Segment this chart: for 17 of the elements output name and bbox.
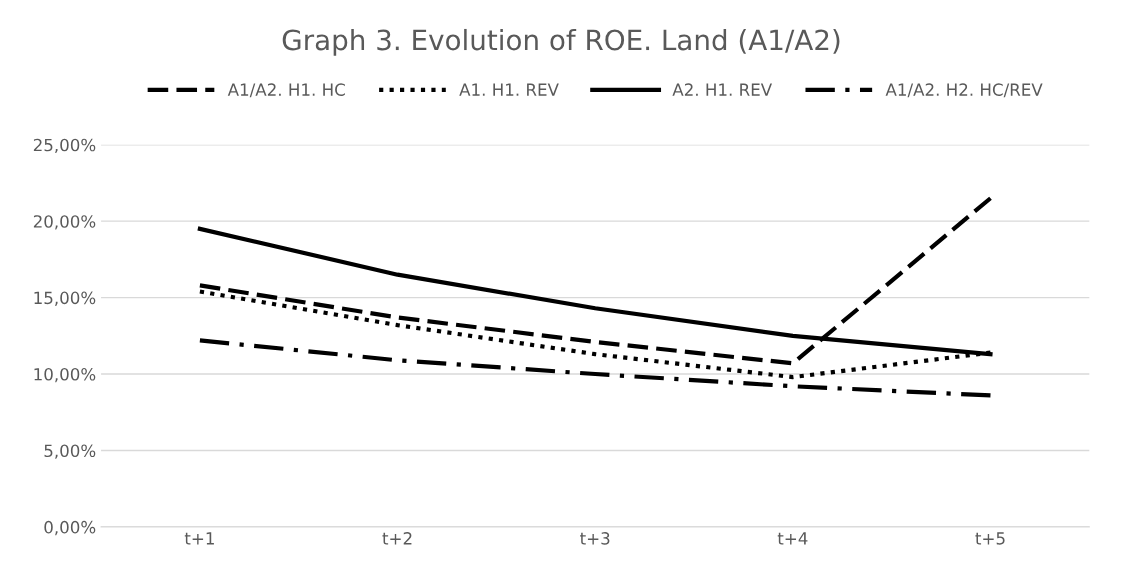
x-tick-label: t+1 [184,532,214,545]
chart-title: Graph 3. Evolution of ROE. Land (A1/A2) [282,28,840,56]
x-tick-label: t+5 [975,532,1005,545]
y-tick-label: 20,00% [33,215,96,230]
legend-label: A2. H1. REV [672,83,772,96]
legend-label: A1/A2. H2. HC/REV [885,83,1043,98]
x-tick-label: t+4 [777,532,808,545]
y-tick-label: 10,00% [34,368,96,383]
y-tick-label: 15,00% [34,291,96,306]
y-tick-label: 0,00% [44,520,96,536]
legend-label: A1/A2. H1. HC [227,83,345,98]
x-tick-label: t+2 [382,532,412,545]
y-tick-label: 5,00% [44,444,96,459]
line-series [197,338,993,398]
x-tick-label: t+3 [580,532,610,545]
legend-label: A1. H1. REV [459,83,559,96]
y-tick-label: 25,00% [33,138,96,154]
